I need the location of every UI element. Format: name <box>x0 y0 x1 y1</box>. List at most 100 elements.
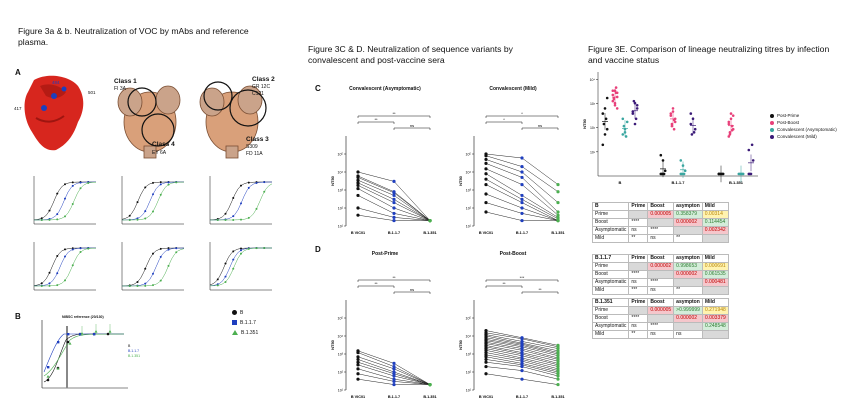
data-point <box>484 328 488 333</box>
mab-curve-point <box>56 192 59 195</box>
data-point <box>392 193 396 198</box>
table-cell: **** <box>628 270 649 279</box>
table-cell: ns <box>647 286 675 295</box>
mab-curve-point <box>48 284 51 287</box>
table-row-label: Boost <box>591 270 630 279</box>
mab-curve-point <box>232 250 235 253</box>
mab-curve-point <box>232 197 235 200</box>
table-cell <box>647 270 675 279</box>
mab-curve-point <box>87 247 90 250</box>
data-point <box>356 175 360 180</box>
mab-neutralization-curves-grid <box>33 176 273 291</box>
titre-point <box>603 133 607 136</box>
table-cell: ns <box>628 278 649 287</box>
mab-curve-point <box>64 255 66 258</box>
legend-item-convalescent-mild: Convalescent (Mild) <box>770 133 837 140</box>
mab-curve-point <box>152 252 154 255</box>
table-row: Mild ** ns ns <box>591 330 729 339</box>
table-column-header: Mild <box>701 202 729 211</box>
mab-curve-point <box>87 182 90 185</box>
table-column-header: asympton <box>673 254 703 263</box>
mab-curve-point <box>232 258 235 261</box>
legend-item-b117: B.1.1.7 <box>232 318 258 328</box>
mab-curve-point <box>48 209 51 212</box>
titre-point <box>670 124 674 128</box>
data-point <box>484 200 488 205</box>
titre-point <box>750 143 754 147</box>
mab-curve-point <box>152 284 154 287</box>
y-tick-label: 10⁴ <box>337 171 343 175</box>
titre-point <box>634 117 638 121</box>
table-cell: ** <box>628 330 649 339</box>
titre-point <box>728 131 732 134</box>
mab-curve-point <box>71 248 74 251</box>
table-cell: **** <box>647 278 675 287</box>
mab-curve-point <box>224 212 227 215</box>
y-tick-label: 10² <box>338 207 344 211</box>
panel-b-letter: B <box>15 312 21 321</box>
data-point <box>556 359 560 363</box>
mab-curve-point <box>232 218 235 221</box>
table-column-header: Prime <box>628 202 649 211</box>
titre-point <box>693 127 697 131</box>
mab-curve-point <box>64 215 66 218</box>
data-point <box>520 193 524 198</box>
mab-curve-point <box>136 280 139 283</box>
data-point <box>520 354 524 358</box>
table-row: Boost **** 0.000002 0.003379 <box>591 314 729 323</box>
x-tick-label: B.1.351 <box>423 395 436 399</box>
x-tick-label: B.1.351 <box>551 395 564 399</box>
titre-point <box>624 135 628 138</box>
table-column-header: asympton <box>673 202 703 211</box>
mab-curve-point <box>71 264 74 267</box>
mab-curve-point <box>263 181 266 184</box>
table-row-label: Boost <box>591 314 630 323</box>
data-point <box>392 372 396 376</box>
mab-curve-point <box>144 282 147 285</box>
titre-point <box>615 107 619 110</box>
y-tick-label: 10³ <box>466 353 472 357</box>
titre-point <box>672 127 676 131</box>
significance-bracket <box>393 291 431 294</box>
titre-point <box>747 148 751 152</box>
mab-curve-point <box>159 183 162 186</box>
mab-curve-point <box>167 248 170 251</box>
data-point <box>484 364 488 369</box>
titre-point <box>727 122 731 126</box>
legend-item-post-boost: Post-Boost <box>770 119 837 126</box>
square-marker-icon <box>232 320 237 326</box>
data-point <box>356 193 360 198</box>
data-point <box>520 197 524 202</box>
significance-label: * <box>503 117 505 122</box>
data-point <box>484 355 488 359</box>
spike-trimer-cartoon-right <box>199 81 267 159</box>
titre-point <box>689 122 693 126</box>
data-point <box>556 210 560 214</box>
table-row-label: Mild <box>591 330 630 339</box>
x-tick-label: B.1.1.7 <box>672 180 686 185</box>
titre-point <box>621 117 625 121</box>
data-point <box>392 197 396 202</box>
data-point <box>392 218 396 223</box>
data-point <box>356 360 360 364</box>
titre-point <box>729 112 733 115</box>
titre-point <box>635 103 639 107</box>
table-column-header: Mild <box>701 254 729 263</box>
table-cell: *** <box>628 286 649 295</box>
table-row-label: Boost <box>591 218 630 227</box>
mab-curve <box>33 181 96 220</box>
data-point <box>428 218 432 223</box>
mab-curve-point <box>240 252 242 255</box>
titre-point <box>673 120 677 124</box>
data-point <box>356 355 360 359</box>
mab-curve-point <box>159 181 162 184</box>
table-cell: 0.248548 <box>701 322 729 331</box>
mab-curve-point <box>263 247 266 250</box>
table-row-label: Mild <box>591 234 630 243</box>
table-column-header: Boost <box>647 298 675 307</box>
significance-label: ns <box>538 123 542 128</box>
table-cell <box>628 210 649 219</box>
table-cell: 0.061535 <box>701 270 729 279</box>
residue-417-label: 417 <box>14 106 22 111</box>
x-tick-label: B.1.351 <box>551 231 564 235</box>
